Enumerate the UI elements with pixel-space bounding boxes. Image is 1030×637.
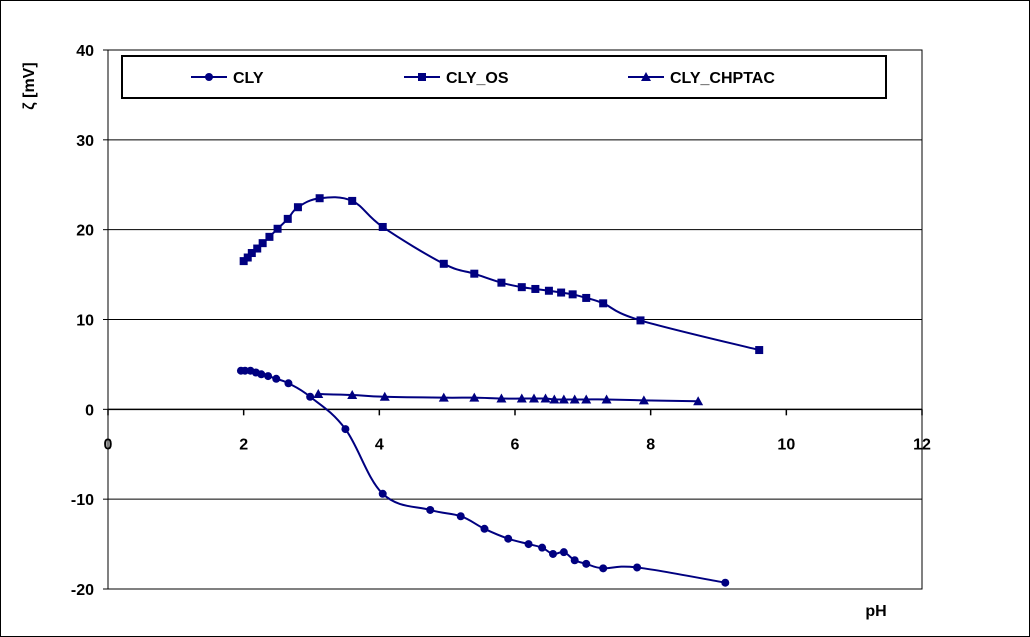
- data-point: [272, 374, 281, 383]
- series-cly: [236, 366, 730, 587]
- data-point: [601, 394, 612, 404]
- legend-marker: [205, 73, 213, 81]
- y-tick-label: 20: [76, 223, 94, 240]
- legend: CLY CLY_OS CLY_CHPTAC: [121, 55, 887, 99]
- x-tick-label: 4: [375, 436, 384, 453]
- data-point: [341, 425, 350, 434]
- data-point: [582, 293, 591, 302]
- data-point: [559, 548, 568, 557]
- data-point: [243, 253, 252, 262]
- data-point: [517, 283, 526, 292]
- x-axis-label: pH: [865, 603, 886, 620]
- data-point: [470, 269, 479, 278]
- data-point: [306, 392, 315, 401]
- data-point: [528, 393, 539, 403]
- data-point: [524, 540, 533, 549]
- data-point: [247, 249, 256, 258]
- x-tick-label: 8: [646, 436, 655, 453]
- series-line: [318, 393, 699, 403]
- data-point: [438, 392, 449, 402]
- legend-marker: [641, 72, 651, 81]
- data-point: [284, 379, 293, 388]
- legend-box: [121, 55, 887, 99]
- data-point: [265, 232, 274, 241]
- y-tick-label: -10: [71, 492, 94, 509]
- y-tick-label: 30: [76, 133, 94, 150]
- data-point: [439, 259, 448, 268]
- data-point: [313, 389, 324, 399]
- data-point: [599, 564, 608, 573]
- series-cly-chptac: [313, 389, 704, 406]
- y-tick-label: 40: [76, 43, 94, 60]
- legend-label: CLY: [233, 70, 264, 87]
- data-point: [599, 299, 608, 308]
- data-point: [456, 512, 465, 521]
- data-point: [480, 524, 489, 533]
- y-axis-label: ζ [mV]: [21, 62, 38, 109]
- data-point: [497, 278, 506, 287]
- data-point: [557, 288, 566, 297]
- data-point: [469, 392, 480, 402]
- data-point: [569, 394, 580, 404]
- legend-item: CLY_CHPTAC: [628, 70, 775, 87]
- data-point: [638, 395, 649, 405]
- data-point: [548, 549, 557, 558]
- gridlines: [108, 139, 922, 500]
- data-point: [693, 396, 704, 406]
- data-point: [549, 394, 560, 404]
- data-point: [721, 578, 730, 587]
- data-point: [496, 393, 507, 403]
- legend-marker: [418, 73, 426, 81]
- data-point: [581, 394, 592, 404]
- data-point: [273, 224, 282, 233]
- data-point: [426, 505, 435, 514]
- legend-label: CLY_CHPTAC: [670, 70, 775, 87]
- data-point: [544, 286, 553, 295]
- data-point: [378, 222, 387, 231]
- data-point: [379, 391, 390, 401]
- x-tick-label: 6: [511, 436, 520, 453]
- data-point: [258, 239, 267, 248]
- data-point: [633, 563, 642, 572]
- data-point: [378, 489, 387, 498]
- x-tick-label: 2: [239, 436, 248, 453]
- y-tick-label: 0: [85, 402, 94, 419]
- legend-label: CLY_OS: [446, 70, 509, 87]
- legend-item: CLY_OS: [404, 70, 509, 87]
- legend-item: CLY: [191, 70, 264, 87]
- data-point: [348, 196, 357, 205]
- x-tick-labels: 0 2 4 6 8 10 12: [104, 436, 931, 453]
- data-point: [568, 290, 577, 299]
- y-tick-label: -20: [71, 582, 94, 599]
- axes: [103, 49, 923, 590]
- series-layer: [236, 194, 764, 587]
- y-tick-labels: -20 -10 0 10 20 30 40: [71, 43, 94, 599]
- y-tick-label: 10: [76, 313, 94, 330]
- data-point: [347, 389, 358, 399]
- data-point: [264, 372, 273, 381]
- data-point: [582, 559, 591, 568]
- x-tick-label: 0: [104, 436, 113, 453]
- data-point: [558, 394, 569, 404]
- data-point: [283, 214, 292, 223]
- data-point: [293, 203, 302, 212]
- data-point: [315, 194, 324, 203]
- data-point: [531, 284, 540, 293]
- data-point: [636, 316, 645, 325]
- x-tick-label: 12: [913, 436, 931, 453]
- data-point: [239, 257, 248, 266]
- data-point: [253, 244, 262, 253]
- data-point: [516, 393, 527, 403]
- x-tick-label: 10: [777, 436, 795, 453]
- series-cly-os: [239, 194, 764, 355]
- data-point: [755, 346, 764, 355]
- data-point: [540, 393, 551, 403]
- data-point: [504, 534, 513, 543]
- data-point: [257, 370, 266, 379]
- data-point: [570, 556, 579, 565]
- data-point: [538, 543, 547, 552]
